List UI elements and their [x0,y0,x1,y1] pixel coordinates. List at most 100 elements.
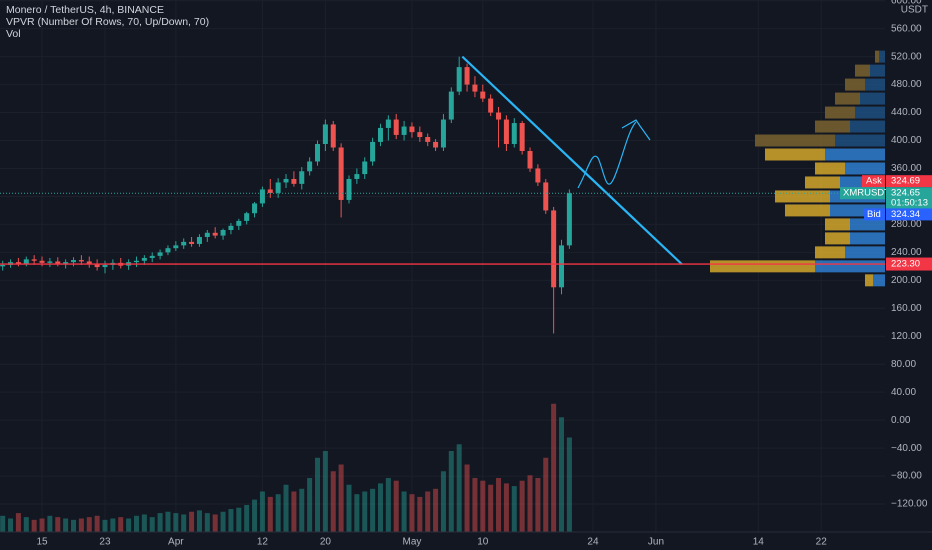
volume-bar [275,494,281,532]
candle-body [566,193,572,246]
candle-body [78,260,84,262]
volume-bar [291,491,297,532]
candle-body [181,241,187,246]
volume-bar [472,478,478,532]
volume-bar [511,486,517,532]
profile-up [825,148,885,161]
candle-body [94,263,100,268]
candle-body [31,259,37,261]
candle-body [244,213,250,221]
ask-name: Ask [866,176,882,187]
volume-bar [566,437,572,532]
volume-bar [149,517,155,532]
candle-body [47,261,53,263]
candle-body [220,229,226,236]
candle-body [472,84,478,92]
volume-bar [133,515,139,532]
volume-bar [440,471,446,532]
profile-down [775,190,830,203]
bid-name-tag [864,208,885,221]
last-tag [886,187,932,210]
candle-body [236,220,242,226]
volume-bar [71,519,77,532]
candle-body [385,119,391,128]
volume-bar [283,484,289,532]
volume-bar [480,480,486,532]
volume-bar [503,483,509,532]
candle-body [173,245,179,249]
candle-body [448,91,454,120]
volume [0,403,572,532]
candle-body [425,137,431,142]
x-tick-label: 12 [257,537,269,548]
ask-label: 324.69 [891,176,920,187]
volume-bar [385,478,391,532]
candle-body [291,178,297,184]
candle-body [141,257,147,261]
candle-body [354,174,360,179]
profile-up [855,106,885,119]
projection-arrow-head [621,119,651,141]
volume-bar [259,491,265,532]
candle-body [228,225,234,230]
candle-body [71,260,77,263]
profile-down [785,204,830,217]
trendline [461,55,683,266]
y-tick-label: 200.00 [891,275,922,286]
volume-bar [165,511,171,532]
candle-body [496,112,502,120]
candle-body [196,236,202,244]
volume-bar [189,511,195,532]
volume-bar [267,496,273,532]
profile-down [875,50,879,63]
x-tick-label: Apr [168,537,184,548]
chart-title: Monero / TetherUS, 4h, BINANCE [6,4,164,16]
y-tick-label: 120.00 [891,331,922,342]
x-tick-label: 22 [816,537,828,548]
volume-bar [86,517,92,532]
candle-body [519,123,525,152]
candle-body [275,182,281,193]
profile-down [845,78,865,91]
volume-bar [315,457,321,532]
candle-body [322,124,328,145]
candle-body [86,261,92,264]
profile-up [879,50,885,63]
volume-bar [519,480,525,532]
volume-bar [0,515,6,532]
bid-tag [886,208,932,221]
candle-body [409,126,415,133]
profile-up [830,204,885,217]
profile-up [850,120,885,133]
profile-down [865,274,873,287]
last-name: XMRUSDT [843,188,890,199]
volume-bar [409,494,415,532]
y-tick-label: 80.00 [891,359,916,370]
candle-body [299,171,305,184]
candle-body [330,124,336,148]
x-tick-label: 14 [753,537,765,548]
candle-body [559,245,565,288]
candle-body [189,241,195,244]
profile-down [710,260,815,273]
candle-body [511,123,517,145]
candle-body [370,141,376,162]
volume-bar [236,507,242,532]
candle-body [307,161,313,172]
volume-bar [338,464,344,532]
ask-tag [886,175,932,188]
candle-body [165,248,171,253]
volume-bar [527,475,533,532]
candle-body [315,144,321,162]
profile-down [855,64,870,77]
volume-bar [299,488,305,532]
candle-body [133,260,139,263]
volume-bar [551,403,557,532]
volume-bar [377,483,383,532]
x-tick-label: 20 [320,537,332,548]
volume-bar [8,518,14,532]
candle-body [503,119,509,145]
y-tick-label: 520.00 [891,51,922,62]
volume-bar [23,517,29,532]
